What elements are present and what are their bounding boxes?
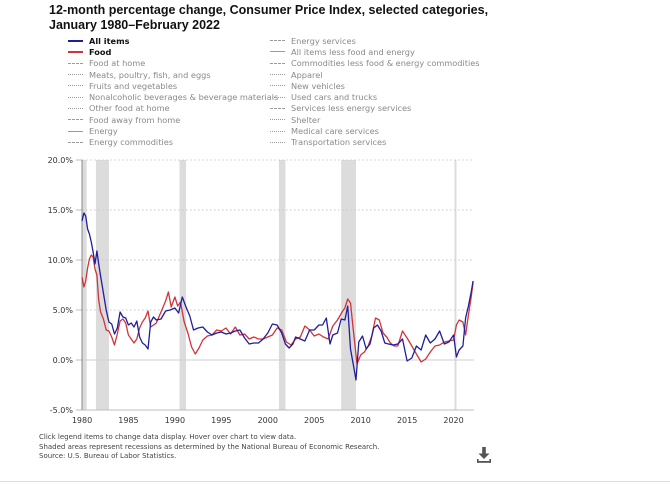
legend-label: Used cars and trucks [291, 92, 378, 103]
legend-label: Medical care services [291, 126, 379, 137]
legend-label: All items [89, 35, 130, 46]
legend-column-1: All items Food Food at home Meats, poultry,… [68, 35, 278, 148]
download-button[interactable] [474, 445, 494, 465]
legend-item-all-items-less-food-and-energy[interactable]: All items less food and energy [270, 46, 480, 57]
x-tick-label: 2005 [304, 416, 324, 425]
legend-column-2: Energy services All items less food and e… [270, 35, 480, 148]
legend-label: Food [89, 46, 112, 57]
legend-label: Services less energy services [291, 103, 412, 114]
bottom-divider [0, 481, 670, 482]
x-tick-label: 1990 [165, 416, 185, 425]
legend-item-nonalcoholic-beverages-and-beverage-materials[interactable]: Nonalcoholic beverages & beverage materi… [68, 91, 278, 102]
legend-swatch-dotted-icon [270, 85, 285, 87]
recession-band-5 [454, 160, 457, 410]
legend-item-food[interactable]: Food [68, 46, 278, 57]
legend-label: Energy services [291, 35, 356, 46]
legend-item-energy-commodities[interactable]: Energy commodities [68, 137, 278, 148]
x-tick-label: 2020 [443, 416, 463, 425]
legend-label: Commodities less food & energy commoditi… [291, 58, 480, 69]
legend-label: Other food at home [89, 103, 170, 114]
legend-label: Food away from home [89, 114, 181, 125]
legend-label: New vehicles [291, 80, 345, 91]
legend-item-medical-care-services[interactable]: Medical care services [270, 125, 480, 136]
legend-swatch-dashed-icon [68, 141, 83, 143]
chart-title: 12-month percentage change, Consumer Pri… [49, 3, 509, 33]
legend-swatch-dotted-icon [270, 74, 285, 76]
legend-item-meats-poultry-fish-and-eggs[interactable]: Meats, poultry, fish, and eggs [68, 69, 278, 80]
legend-swatch-dashed-icon [270, 62, 285, 64]
legend-label: Energy commodities [89, 137, 173, 148]
x-tick-label: 2015 [397, 416, 417, 425]
recession-band-4 [341, 160, 357, 410]
legend-swatch-solid-icon [68, 39, 83, 42]
note-instructions: Click legend items to change data displa… [39, 433, 297, 441]
legend-item-energy-services[interactable]: Energy services [270, 35, 480, 46]
recession-band-2 [179, 160, 187, 410]
legend-swatch-dashed-icon [68, 119, 83, 121]
x-tick-label: 1985 [118, 416, 138, 425]
legend-swatch-solid-icon [270, 51, 285, 53]
legend-item-apparel[interactable]: Apparel [270, 69, 480, 80]
legend-swatch-dotted-icon [68, 96, 83, 98]
download-icon [477, 447, 491, 463]
legend-swatch-dashed-icon [68, 62, 83, 64]
legend-item-all-items[interactable]: All items [68, 35, 278, 46]
legend-item-food-away-from-home[interactable]: Food away from home [68, 114, 278, 125]
note-source: Source: U.S. Bureau of Labor Statistics. [39, 452, 177, 460]
legend-label: Meats, poultry, fish, and eggs [89, 69, 211, 80]
legend-item-services-less-energy-services[interactable]: Services less energy services [270, 103, 480, 114]
legend-swatch-dotted-icon [68, 107, 83, 109]
legend-swatch-dotted-icon [68, 74, 83, 76]
legend-item-transportation-services[interactable]: Transportation services [270, 137, 480, 148]
y-tick-label: -5.0% [50, 406, 74, 415]
legend-swatch-solid-icon [68, 130, 83, 132]
recession-band-3 [278, 160, 286, 410]
legend-item-new-vehicles[interactable]: New vehicles [270, 80, 480, 91]
series-line-all-items [81, 212, 474, 381]
legend-label: Transportation services [291, 137, 387, 148]
y-tick-label: 10.0% [48, 256, 74, 265]
x-tick-label: 2000 [258, 416, 278, 425]
legend-swatch-dashed-icon [270, 107, 285, 109]
legend-item-shelter[interactable]: Shelter [270, 114, 480, 125]
chart-title-line1: 12-month percentage change, Consumer Pri… [49, 3, 489, 17]
legend-label: Fruits and vegetables [89, 80, 178, 91]
legend-swatch-dotted-icon [270, 141, 285, 143]
y-tick-label: 20.0% [48, 156, 74, 165]
series-line-food [81, 254, 474, 365]
legend-item-fruits-and-vegetables[interactable]: Fruits and vegetables [68, 80, 278, 91]
chart-notes: Click legend items to change data displa… [39, 433, 379, 462]
legend-label: Nonalcoholic beverages & beverage materi… [89, 92, 279, 103]
y-tick-label: 0.0% [53, 356, 74, 365]
legend-swatch-dashed-icon [270, 40, 285, 42]
legend-item-commodities-less-food-and-energy-commodities[interactable]: Commodities less food & energy commoditi… [270, 58, 480, 69]
legend-swatch-dotted-icon [68, 85, 83, 87]
legend-label: All items less food and energy [291, 46, 415, 57]
x-tick-label: 2010 [350, 416, 370, 425]
x-tick-label: 1980 [72, 416, 92, 425]
chart-title-line2: January 1980–February 2022 [49, 18, 220, 32]
legend-label: Shelter [291, 114, 321, 125]
legend-label: Apparel [291, 69, 323, 80]
cpi-line-chart[interactable]: -5.0% 0.0% 5.0% 10.0% 15.0% 20.0% 1980 1985 1990… [0, 150, 670, 435]
y-tick-label: 5.0% [53, 306, 74, 315]
legend-item-other-food-at-home[interactable]: Other food at home [68, 103, 278, 114]
legend-swatch-dotted-icon [270, 96, 285, 98]
legend-swatch-dotted-icon [270, 119, 285, 121]
y-tick-label: 15.0% [48, 206, 74, 215]
x-tick-label: 1995 [211, 416, 231, 425]
legend-swatch-solid-icon [68, 50, 83, 53]
legend-item-used-cars-and-trucks[interactable]: Used cars and trucks [270, 91, 480, 102]
legend-label: Energy [89, 126, 118, 137]
legend-label: Food at home [89, 58, 146, 69]
legend-item-energy[interactable]: Energy [68, 125, 278, 136]
legend-item-food-at-home[interactable]: Food at home [68, 58, 278, 69]
legend-swatch-dotted-icon [270, 130, 285, 132]
note-recessions: Shaded areas represent recessions as det… [39, 442, 380, 451]
